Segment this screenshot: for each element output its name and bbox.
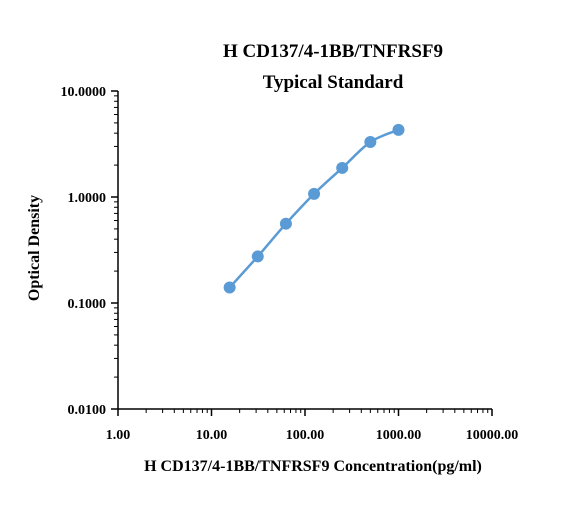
minor-ticks: [114, 95, 489, 413]
data-point: [251, 250, 264, 263]
chart-subtitle: Typical Standard: [263, 72, 404, 93]
x-tick-label: 100.00: [286, 428, 325, 443]
data-point: [364, 136, 377, 149]
data-point: [392, 123, 405, 136]
data-point: [336, 161, 349, 174]
tick-labels: 1.00 10.00 100.00 1000.00 10000.00 0.0100 0.10…: [61, 85, 519, 443]
y-tick-label: 1.0000: [68, 191, 107, 206]
x-tick-label: 10.00: [196, 428, 228, 443]
y-tick-label: 0.1000: [68, 297, 107, 312]
data-point: [279, 217, 292, 230]
y-tick-label: 10.0000: [61, 85, 107, 100]
y-axis-label: Optical Density: [26, 195, 43, 301]
x-tick-label: 1.00: [106, 428, 131, 443]
x-tick-label: 10000.00: [466, 428, 519, 443]
major-ticks: [111, 90, 493, 416]
x-tick-label: 1000.00: [376, 428, 422, 443]
x-axis-label: H CD137/4-1BB/TNFRSF9 Concentration(pg/m…: [144, 458, 482, 475]
y-tick-label: 0.0100: [68, 403, 107, 418]
chart-title: H CD137/4-1BB/TNFRSF9: [223, 41, 443, 62]
data-point: [223, 281, 236, 294]
series-line: [228, 128, 400, 289]
data-point: [308, 187, 321, 200]
data-points: [223, 123, 405, 294]
